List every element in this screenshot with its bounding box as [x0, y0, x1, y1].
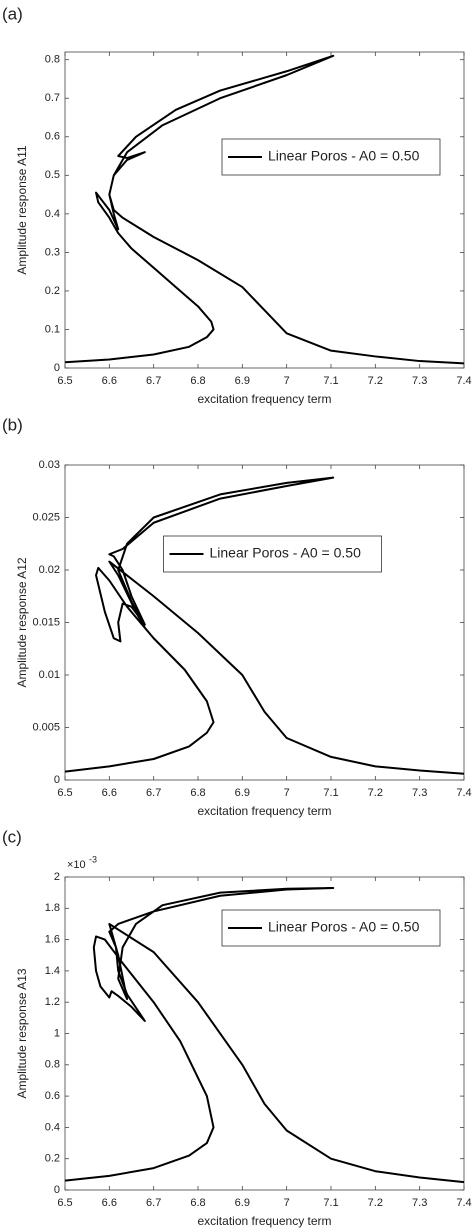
x-tick-label: 6.8 [190, 375, 205, 387]
y-tick-label: 0.015 [32, 616, 60, 628]
y-axis-label: Amplitude response A12 [15, 557, 29, 687]
y-tick-label: 0.2 [45, 1153, 60, 1165]
x-tick-label: 6.5 [57, 787, 72, 799]
x-axis-label: excitation frequency term [197, 804, 331, 818]
y-tick-label: 0.6 [45, 1090, 60, 1102]
x-tick-label: 7.3 [412, 787, 427, 799]
y-tick-label: 0.7 [45, 92, 60, 104]
x-tick-label: 7.1 [323, 787, 338, 799]
legend-label: Linear Poros - A0 = 0.50 [268, 919, 420, 935]
plot-frame [64, 51, 465, 369]
y-tick-label: 0.6 [45, 131, 60, 143]
y-tick-label: 1.2 [45, 996, 60, 1008]
y-tick-label: 0.03 [39, 459, 60, 471]
x-axis-label: excitation frequency term [197, 1214, 331, 1228]
x-tick-label: 6.6 [102, 375, 117, 387]
x-tick-label: 6.7 [146, 375, 161, 387]
y-tick-label: 1 [54, 1027, 60, 1039]
x-tick-label: 7.1 [323, 1197, 338, 1209]
y-tick-label: 0 [54, 362, 60, 374]
y-tick-label: 0.5 [45, 169, 60, 181]
y-tick-label: 0.4 [45, 208, 60, 220]
y-tick-label: 1.8 [45, 902, 60, 914]
panel-label: (c) [2, 827, 22, 846]
plot-frame [64, 464, 465, 781]
x-tick-label: 7.3 [412, 1197, 427, 1209]
x-tick-label: 7 [284, 1197, 290, 1209]
y-tick-label: 0.4 [45, 1121, 60, 1133]
y-tick-label: 0.3 [45, 246, 60, 258]
y-tick-label: 0.005 [32, 721, 60, 733]
x-tick-label: 7.1 [323, 375, 338, 387]
y-tick-label: 0 [54, 774, 60, 786]
x-tick-label: 7.4 [456, 787, 471, 799]
x-tick-label: 6.9 [235, 1197, 250, 1209]
x-tick-label: 6.5 [57, 1197, 72, 1209]
x-axis-label: excitation frequency term [197, 392, 331, 406]
y-tick-label: 1.4 [45, 965, 60, 977]
curve [64, 886, 465, 1184]
y-tick-label: 0.8 [45, 54, 60, 66]
y-tick-label: 0.1 [45, 323, 60, 335]
y-axis-label: Amplitude response A13 [15, 968, 29, 1098]
x-tick-label: 7.2 [368, 1197, 383, 1209]
x-tick-label: 6.8 [190, 787, 205, 799]
x-tick-label: 7.3 [412, 375, 427, 387]
y-tick-label: 0.02 [39, 564, 60, 576]
x-tick-label: 7.2 [368, 787, 383, 799]
y-tick-label: 0.025 [32, 511, 60, 523]
legend-label: Linear Poros - A0 = 0.50 [210, 545, 362, 561]
y-tick-label: 0.8 [45, 1059, 60, 1071]
y-tick-label: 2 [54, 871, 60, 883]
x-tick-label: 6.5 [57, 375, 72, 387]
x-tick-label: 7.4 [456, 1197, 471, 1209]
x-tick-label: 6.9 [235, 375, 250, 387]
x-tick-label: 6.7 [146, 787, 161, 799]
x-tick-label: 6.8 [190, 1197, 205, 1209]
y-multiplier: ×10 [67, 859, 86, 871]
legend-label: Linear Poros - A0 = 0.50 [268, 148, 420, 164]
y-tick-label: 0 [54, 1184, 60, 1196]
y-tick-label: 0.2 [45, 285, 60, 297]
x-tick-label: 7.2 [368, 375, 383, 387]
x-tick-label: 7 [284, 787, 290, 799]
x-tick-label: 6.9 [235, 787, 250, 799]
panel-label: (a) [2, 4, 23, 23]
y-tick-label: 1.6 [45, 934, 60, 946]
x-tick-label: 6.7 [146, 1197, 161, 1209]
panel-label: (b) [2, 415, 23, 434]
curve [64, 54, 465, 365]
y-axis-label: Amplitude response A11 [15, 145, 29, 275]
x-tick-label: 7.4 [456, 375, 471, 387]
curve [64, 476, 465, 775]
x-tick-label: 6.6 [102, 787, 117, 799]
y-multiplier-exponent: -3 [89, 854, 97, 864]
y-tick-label: 0.01 [39, 669, 60, 681]
x-tick-label: 7 [284, 375, 290, 387]
x-tick-label: 6.6 [102, 1197, 117, 1209]
